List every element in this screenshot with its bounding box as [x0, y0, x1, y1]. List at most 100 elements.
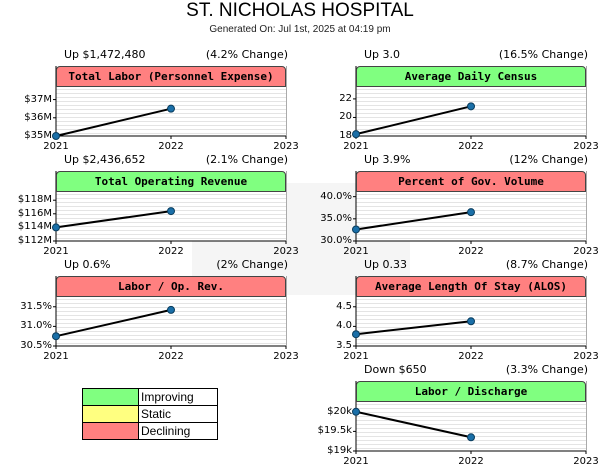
x-tick-label: 2022 [158, 351, 184, 362]
chart-average-length-of-stay-alos: Up 0.33 (8.7% Change) Average Length Of St… [300, 258, 600, 368]
x-tick-label: 2022 [158, 246, 184, 257]
change-percent: (4.2% Change) [205, 48, 288, 61]
data-point-2022 [167, 207, 175, 216]
page-title: ST. NICHOLAS HOSPITAL [186, 0, 414, 21]
x-tick-label: 2021 [343, 456, 369, 467]
chart-title: Labor / Op. Rev. [56, 276, 286, 297]
x-tick-label: 2021 [343, 246, 369, 257]
change-percent: (12% Change) [509, 153, 588, 166]
x-tick-label: 2021 [43, 351, 69, 362]
series-line [55, 210, 172, 229]
legend-label: Declining [141, 424, 191, 438]
data-point-2022 [467, 102, 475, 111]
x-tick-label: 2023 [573, 456, 599, 467]
change-percent: (8.7% Change) [505, 258, 588, 271]
chart-title: Percent of Gov. Volume [356, 171, 586, 192]
y-tick-label: $112M [17, 235, 52, 246]
x-tick-label: 2022 [458, 351, 484, 362]
series-line [355, 320, 472, 336]
y-tick-label: 35.0% [320, 212, 352, 224]
chart-title: Average Length Of Stay (ALOS) [356, 276, 586, 297]
data-point-2021 [352, 130, 360, 139]
plot-svg [352, 276, 587, 349]
x-tick-label: 2023 [273, 246, 299, 257]
legend-item-improving: Improving [83, 389, 217, 406]
change-amount: Up 3.9% [364, 153, 411, 166]
legend-swatch [83, 423, 139, 439]
plot-svg [352, 66, 587, 139]
x-tick-label: 2023 [573, 141, 599, 152]
x-tick-label: 2021 [343, 141, 369, 152]
x-tick-label: 2022 [458, 246, 484, 257]
legend-swatch [83, 389, 139, 405]
y-tick-label: $37M [24, 93, 52, 105]
x-tick-label: 2023 [573, 246, 599, 257]
y-tick-label: 3.5 [336, 340, 352, 351]
chart-title: Total Operating Revenue [56, 171, 286, 192]
y-tick-label: $36M [24, 111, 52, 123]
change-amount: Up 0.6% [64, 258, 111, 271]
data-point-2022 [467, 317, 475, 326]
y-tick-label: $114M [17, 221, 52, 233]
chart-title: Total Labor (Personnel Expense) [56, 66, 286, 87]
data-point-2021 [52, 332, 60, 341]
series-line [55, 107, 172, 137]
data-point-2021 [52, 223, 60, 232]
y-tick-label: $20k [327, 405, 352, 417]
chart-total-labor-personnel-expense: Up $1,472,480 (4.2% Change) Total Labor (P… [0, 48, 300, 158]
y-tick-label: 18 [339, 130, 352, 141]
data-point-2022 [167, 104, 175, 113]
change-amount: Up $1,472,480 [64, 48, 146, 61]
y-tick-label: 4.5 [336, 300, 352, 312]
change-percent: (2.1% Change) [205, 153, 288, 166]
chart-percent-of-gov-volume: Up 3.9% (12% Change) Percent of Gov. Volum… [300, 153, 600, 263]
data-point-2022 [467, 433, 475, 442]
y-tick-label: 22 [339, 92, 352, 104]
x-tick-label: 2023 [273, 351, 299, 362]
legend-swatch [83, 406, 139, 422]
x-tick-label: 2022 [158, 141, 184, 152]
y-tick-label: 20 [339, 111, 352, 123]
data-point-2022 [167, 305, 175, 314]
y-tick-label: 30.5% [20, 340, 52, 351]
y-tick-label: $116M [17, 207, 52, 219]
y-tick-label: $35M [24, 130, 52, 141]
y-tick-label: 31.5% [20, 300, 52, 312]
y-tick-label: $19k [327, 445, 352, 456]
data-point-2021 [352, 407, 360, 416]
y-tick-label: $118M [17, 194, 52, 206]
series-line [355, 410, 472, 439]
x-tick-label: 2023 [273, 141, 299, 152]
y-tick-label: $19.5k [317, 425, 352, 437]
chart-total-operating-revenue: Up $2,436,652 (2.1% Change) Total Operatin… [0, 153, 300, 263]
y-tick-label: 4.0 [336, 320, 352, 332]
x-tick-label: 2021 [343, 351, 369, 362]
chart-labor-op-rev: Up 0.6% (2% Change) Labor / Op. Rev. 31.5% 3… [0, 258, 300, 368]
y-tick-label: 31.0% [20, 320, 52, 332]
change-percent: (16.5% Change) [498, 48, 588, 61]
data-point-2021 [52, 132, 60, 140]
legend-item-static: Static [83, 406, 217, 423]
change-amount: Up $2,436,652 [64, 153, 146, 166]
plot-svg [52, 276, 287, 349]
chart-title: Average Daily Census [356, 66, 586, 87]
x-tick-label: 2021 [43, 246, 69, 257]
change-percent: (3.3% Change) [505, 363, 588, 376]
legend-label: Static [141, 407, 172, 421]
legend-label: Improving [141, 390, 194, 404]
x-tick-label: 2021 [43, 141, 69, 152]
chart-average-daily-census: Up 3.0 (16.5% Change) Average Daily Census… [300, 48, 600, 158]
change-amount: Up 0.33 [364, 258, 408, 271]
legend-item-declining: Declining [83, 423, 217, 439]
change-percent: (2% Change) [216, 258, 288, 271]
x-tick-label: 2022 [458, 141, 484, 152]
data-point-2022 [467, 208, 475, 217]
chart-title: Labor / Discharge [356, 381, 586, 402]
data-point-2021 [352, 225, 360, 234]
generated-timestamp: Generated On: Jul 1st, 2025 at 04:19 pm [209, 24, 391, 35]
plot-svg [352, 171, 587, 244]
change-amount: Down $650 [364, 363, 427, 376]
x-tick-label: 2023 [573, 351, 599, 362]
series-line [355, 105, 472, 136]
y-tick-label: 40.0% [320, 190, 352, 202]
